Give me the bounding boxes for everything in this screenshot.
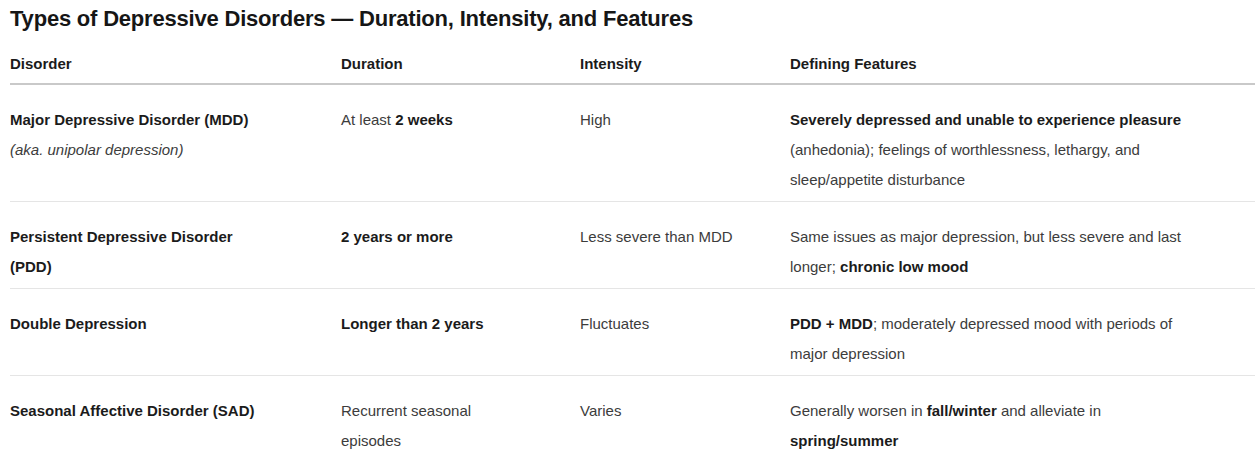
cell-disorder: Double Depression (10, 289, 341, 376)
cell-features: Same issues as major depression, but les… (790, 202, 1255, 289)
text-line: Generally worsen in fall/winter and alle… (790, 396, 1245, 426)
text-run: Recurrent seasonal (341, 402, 471, 419)
cell-features: Generally worsen in fall/winter and alle… (790, 376, 1255, 461)
cell-features: Severely depressed and unable to experie… (790, 84, 1255, 202)
text-run: Generally worsen in (790, 402, 927, 419)
text-run: Seasonal Affective Disorder (SAD) (10, 402, 255, 419)
cell-duration: 2 years or more (341, 202, 580, 289)
text-run: (aka. unipolar depression) (10, 141, 183, 158)
text-run: (anhedonia); feelings of worthlessness, … (790, 141, 1140, 158)
text-run: Double Depression (10, 315, 147, 332)
table-body: Major Depressive Disorder (MDD) (aka. uni… (10, 84, 1255, 461)
text-line: Varies (580, 396, 760, 426)
text-run: High (580, 111, 611, 128)
text-run: longer; (790, 258, 840, 275)
text-run: Persistent Depressive Disorder (10, 228, 233, 245)
text-run: episodes (341, 432, 401, 449)
table-row: Persistent Depressive Disorder (PDD) 2 yea… (10, 202, 1255, 289)
column-header-intensity: Intensity (580, 40, 790, 84)
text-line: Recurrent seasonal (341, 396, 550, 426)
text-run: Longer than 2 years (341, 315, 484, 332)
text-run: Major Depressive Disorder (MDD) (10, 111, 248, 128)
text-line: Major Depressive Disorder (MDD) (10, 105, 311, 135)
text-line: Longer than 2 years (341, 309, 550, 339)
text-line: longer; chronic low mood (790, 252, 1245, 282)
text-line: Persistent Depressive Disorder (10, 222, 311, 252)
text-line: Severely depressed and unable to experie… (790, 105, 1245, 135)
column-header-duration: Duration (341, 40, 580, 84)
cell-duration: Longer than 2 years (341, 289, 580, 376)
text-line: spring/summer (790, 426, 1245, 456)
text-run: ; moderately depressed mood with periods… (873, 315, 1172, 332)
text-run: Fluctuates (580, 315, 649, 332)
text-run: chronic low mood (840, 258, 968, 275)
text-run: major depression (790, 345, 905, 362)
cell-duration: Recurrent seasonal episodes (341, 376, 580, 461)
cell-intensity: Varies (580, 376, 790, 461)
text-line: sleep/appetite disturbance (790, 165, 1245, 195)
text-line: episodes (341, 426, 550, 456)
text-run: At least (341, 111, 395, 128)
text-run: 2 weeks (395, 111, 453, 128)
cell-intensity: Less severe than MDD (580, 202, 790, 289)
table-row: Seasonal Affective Disorder (SAD) Recurre… (10, 376, 1255, 461)
text-run: (PDD) (10, 258, 52, 275)
disorders-table: Disorder Duration Intensity Defining Fea… (10, 40, 1255, 461)
text-line: (anhedonia); feelings of worthlessness, … (790, 135, 1245, 165)
cell-features: PDD + MDD; moderately depressed mood wit… (790, 289, 1255, 376)
text-line: (aka. unipolar depression) (10, 135, 311, 165)
text-line: PDD + MDD; moderately depressed mood wit… (790, 309, 1245, 339)
text-line: 2 years or more (341, 222, 550, 252)
cell-disorder: Seasonal Affective Disorder (SAD) (10, 376, 341, 461)
cell-duration: At least 2 weeks (341, 84, 580, 202)
text-line: Fluctuates (580, 309, 760, 339)
text-run: fall/winter (927, 402, 997, 419)
text-run: PDD + MDD (790, 315, 873, 332)
cell-disorder: Persistent Depressive Disorder (PDD) (10, 202, 341, 289)
table-header-row: Disorder Duration Intensity Defining Fea… (10, 40, 1255, 84)
text-run: Less severe than MDD (580, 228, 733, 245)
text-run: Same issues as major depression, but les… (790, 228, 1181, 245)
cell-disorder: Major Depressive Disorder (MDD) (aka. uni… (10, 84, 341, 202)
column-header-defining-features: Defining Features (790, 40, 1255, 84)
text-line: major depression (790, 339, 1245, 369)
table-row: Major Depressive Disorder (MDD) (aka. uni… (10, 84, 1255, 202)
page-title: Types of Depressive Disorders — Duration… (10, 6, 1255, 32)
text-line: (PDD) (10, 252, 311, 282)
text-line: At least 2 weeks (341, 105, 550, 135)
text-run: Varies (580, 402, 621, 419)
cell-intensity: High (580, 84, 790, 202)
text-line: High (580, 105, 760, 135)
text-run: and alleviate in (997, 402, 1101, 419)
column-header-disorder: Disorder (10, 40, 341, 84)
document-page: Types of Depressive Disorders — Duration… (0, 0, 1255, 461)
text-line: Seasonal Affective Disorder (SAD) (10, 396, 311, 426)
text-run: sleep/appetite disturbance (790, 171, 965, 188)
text-line: Double Depression (10, 309, 311, 339)
cell-intensity: Fluctuates (580, 289, 790, 376)
text-run: 2 years or more (341, 228, 453, 245)
text-line: Same issues as major depression, but les… (790, 222, 1245, 252)
text-run: spring/summer (790, 432, 898, 449)
text-line: Less severe than MDD (580, 222, 760, 252)
table-row: Double Depression Longer than 2 years Fluc… (10, 289, 1255, 376)
text-run: Severely depressed and unable to experie… (790, 111, 1181, 128)
